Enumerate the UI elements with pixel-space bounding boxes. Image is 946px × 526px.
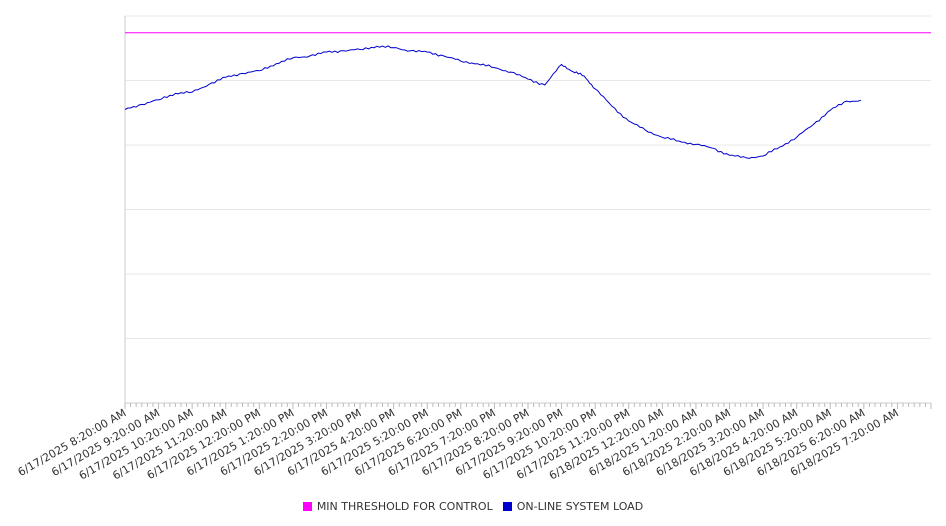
legend-item-system-load[interactable]: ON-LINE SYSTEM LOAD <box>502 499 644 513</box>
gridlines <box>125 15 931 339</box>
x-tick-labels: 6/17/2025 8:20:00 AM6/17/2025 9:20:00 AM… <box>16 406 901 482</box>
legend: MIN THRESHOLD FOR CONTROL ON-LINE SYSTEM… <box>0 498 946 514</box>
legend-swatch-threshold <box>302 501 312 511</box>
legend-label-threshold: MIN THRESHOLD FOR CONTROL <box>316 499 493 513</box>
legend-swatch-system-load <box>502 501 512 511</box>
legend-label-system-load: ON-LINE SYSTEM LOAD <box>516 499 644 513</box>
x-ticks <box>124 403 932 409</box>
series-lines <box>124 32 931 159</box>
system-load-line <box>124 45 862 159</box>
line-chart: 6/17/2025 8:20:00 AM6/17/2025 9:20:00 AM… <box>16 15 932 483</box>
legend-item-threshold[interactable]: MIN THRESHOLD FOR CONTROL <box>302 499 493 513</box>
